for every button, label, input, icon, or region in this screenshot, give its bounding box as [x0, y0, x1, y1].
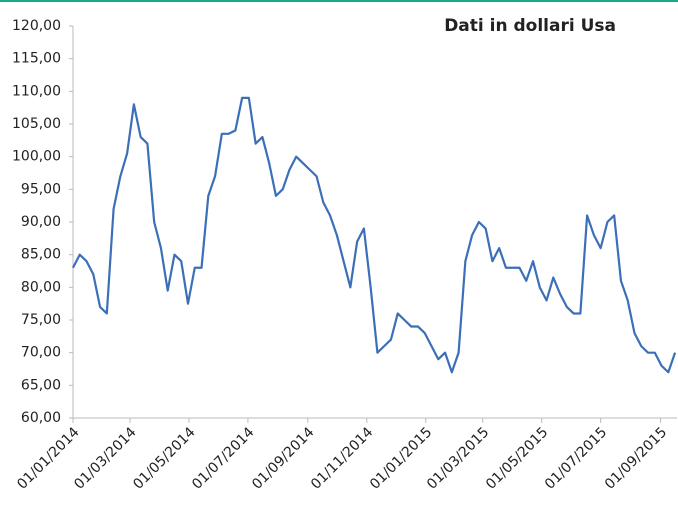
y-tick-label: 65,00	[21, 377, 61, 393]
y-tick-label: 70,00	[21, 345, 61, 361]
price-line	[72, 96, 677, 374]
y-tick-label: 105,00	[12, 116, 61, 132]
y-tick-label: 75,00	[21, 312, 61, 328]
y-tick-label: 85,00	[21, 247, 61, 263]
x-tick-label: 01/05/2015	[483, 424, 551, 492]
y-tick-label: 115,00	[12, 51, 61, 67]
x-tick-label: 01/09/2015	[602, 424, 670, 492]
chart-title: Dati in dollari Usa	[444, 16, 616, 36]
x-tick-label: 01/05/2014	[130, 424, 198, 492]
y-tick-label: 60,00	[21, 410, 61, 426]
y-tick-label: 90,00	[21, 214, 61, 230]
y-tick-label: 120,00	[12, 18, 61, 34]
y-tick-label: 100,00	[12, 149, 61, 165]
x-tick-label: 01/07/2015	[542, 424, 610, 492]
x-tick-label: 01/07/2014	[189, 424, 257, 492]
y-tick-label: 110,00	[12, 83, 61, 99]
y-tick-label: 80,00	[21, 279, 61, 295]
x-tick-label: 01/03/2014	[71, 424, 139, 492]
y-tick-label: 95,00	[21, 181, 61, 197]
x-tick-label: 01/09/2014	[249, 424, 317, 492]
x-tick-label: 01/11/2014	[308, 424, 376, 492]
